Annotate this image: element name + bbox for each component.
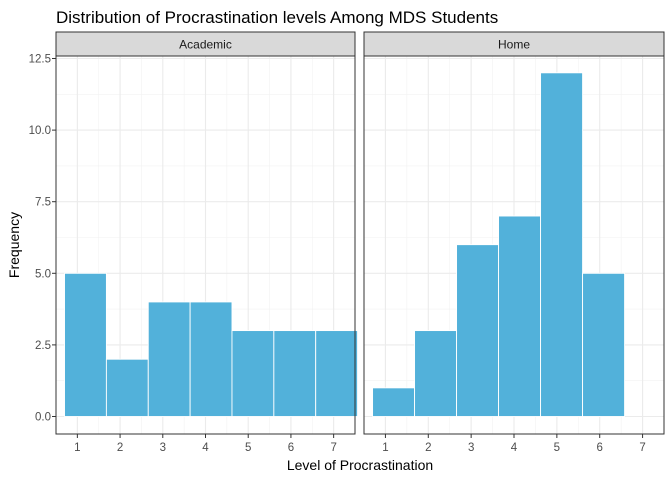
facet-strip bbox=[363, 31, 665, 57]
histogram-bar bbox=[105, 358, 149, 417]
y-tick-label: 12.5 bbox=[29, 54, 51, 66]
x-tick-label: 1 bbox=[74, 442, 80, 454]
histogram-bar bbox=[498, 215, 542, 417]
x-tick-label: 6 bbox=[597, 442, 603, 454]
histogram-bar bbox=[540, 72, 584, 417]
x-axis-title: Level of Procrastination bbox=[287, 457, 433, 473]
x-tick-label: 7 bbox=[330, 442, 336, 454]
chart-title: Distribution of Procrastination levels A… bbox=[56, 8, 498, 27]
x-tick-label: 2 bbox=[425, 442, 431, 454]
facet-panel-academic: Academic 1 2 3 4 5 6 7 bbox=[55, 31, 359, 454]
y-tick-label: 2.5 bbox=[35, 340, 51, 352]
x-tick-label: 1 bbox=[382, 442, 388, 454]
histogram-bar bbox=[189, 301, 233, 417]
x-tick-label: 7 bbox=[639, 442, 645, 454]
histogram-bar bbox=[414, 330, 458, 417]
y-tick-label: 0.0 bbox=[35, 412, 51, 424]
histogram-bar bbox=[456, 244, 500, 417]
facet-strip bbox=[55, 31, 356, 57]
x-tick-label: 3 bbox=[160, 442, 166, 454]
facet-panel-home: Home 1 2 3 4 5 6 7 bbox=[363, 31, 665, 454]
x-tick-label: 4 bbox=[202, 442, 209, 454]
histogram-bar bbox=[147, 301, 191, 417]
facet-strip-label: Academic bbox=[179, 38, 232, 52]
facet-panels: 0.0 2.5 5.0 7.5 10.0 12.5 Academic 1 2 3 4 5 6 7 Home 1… bbox=[29, 31, 665, 454]
y-tick-label: 5.0 bbox=[35, 268, 51, 280]
histogram-bar bbox=[231, 330, 275, 417]
x-tick-label: 2 bbox=[117, 442, 123, 454]
histogram-bar bbox=[315, 330, 359, 417]
x-tick-label: 5 bbox=[245, 442, 251, 454]
y-tick-label: 7.5 bbox=[35, 197, 51, 209]
x-tick-label: 5 bbox=[554, 442, 560, 454]
y-tick-label: 10.0 bbox=[29, 125, 51, 137]
x-tick-label: 4 bbox=[511, 442, 518, 454]
histogram-bar bbox=[372, 387, 416, 417]
y-axis-title: Frequency bbox=[6, 212, 22, 278]
x-tick-label: 3 bbox=[468, 442, 474, 454]
histogram-bar bbox=[582, 272, 626, 417]
histogram-bar bbox=[273, 330, 317, 417]
x-tick-label: 6 bbox=[288, 442, 294, 454]
facet-strip-label: Home bbox=[498, 38, 530, 52]
histogram-bar bbox=[64, 272, 107, 417]
